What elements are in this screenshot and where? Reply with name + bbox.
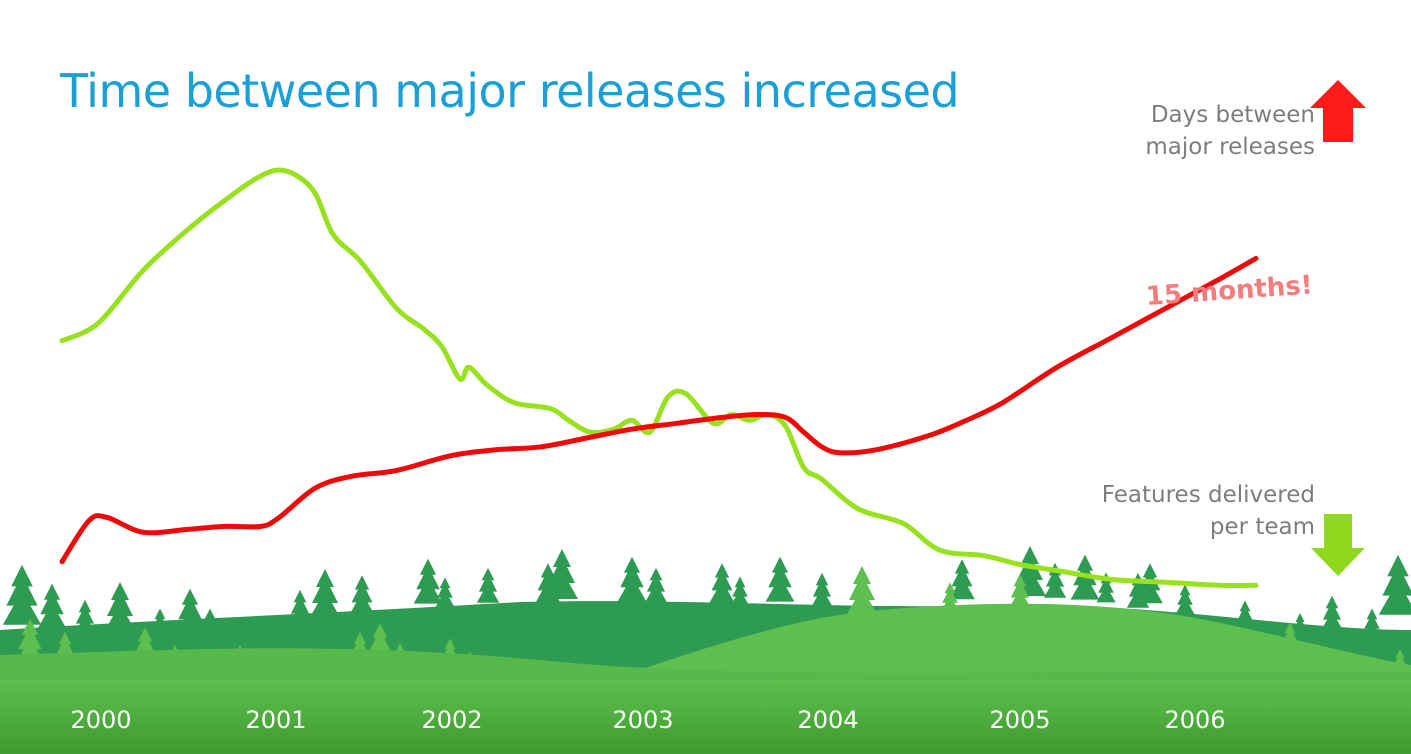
days-series-label: Days between major releases	[1015, 99, 1315, 163]
tree-icon	[37, 583, 67, 629]
tree-icon	[476, 567, 500, 603]
tree-icon	[730, 576, 750, 607]
tree-icon	[1378, 554, 1411, 615]
tree-icon	[1320, 595, 1344, 631]
tree-icon	[435, 577, 455, 608]
x-tick-label: 2006	[1164, 706, 1225, 734]
x-tick-label: 2000	[70, 706, 131, 734]
tree-icon	[810, 572, 834, 608]
tree-icon	[617, 556, 647, 602]
x-tick-label: 2002	[421, 706, 482, 734]
features-label-line2: per team	[1209, 514, 1315, 540]
arrow-up-icon	[1310, 80, 1366, 142]
features-delivered-line	[59, 167, 1259, 589]
forest-hills	[0, 546, 1411, 754]
arrow-down-icon	[1311, 514, 1365, 576]
tree-icon	[846, 566, 878, 616]
tree-icon	[765, 556, 795, 602]
tree-icon	[644, 567, 668, 603]
days-between-releases-line	[59, 255, 1259, 565]
tree-icon	[1175, 584, 1195, 615]
features-series-label: Features delivered per team	[995, 479, 1315, 543]
days-label-line2: major releases	[1145, 134, 1315, 160]
ground-band	[0, 680, 1411, 754]
tree-icon	[949, 559, 975, 600]
x-tick-label: 2004	[797, 706, 858, 734]
series-layer	[59, 167, 1259, 589]
x-tick-label: 2005	[989, 706, 1050, 734]
x-axis-ticks: 2000 2001 2002 2003 2004 2005 2006	[70, 706, 1225, 734]
x-tick-label: 2001	[245, 706, 306, 734]
tree-icon	[709, 563, 735, 604]
tree-icon	[349, 575, 375, 616]
features-label-line1: Features delivered	[1101, 482, 1315, 508]
tree-icon	[309, 569, 341, 619]
x-tick-label: 2003	[612, 706, 673, 734]
chart-title: Time between major releases increased	[60, 64, 960, 118]
tree-icon	[2, 564, 42, 625]
days-label-line1: Days between	[1150, 102, 1315, 128]
